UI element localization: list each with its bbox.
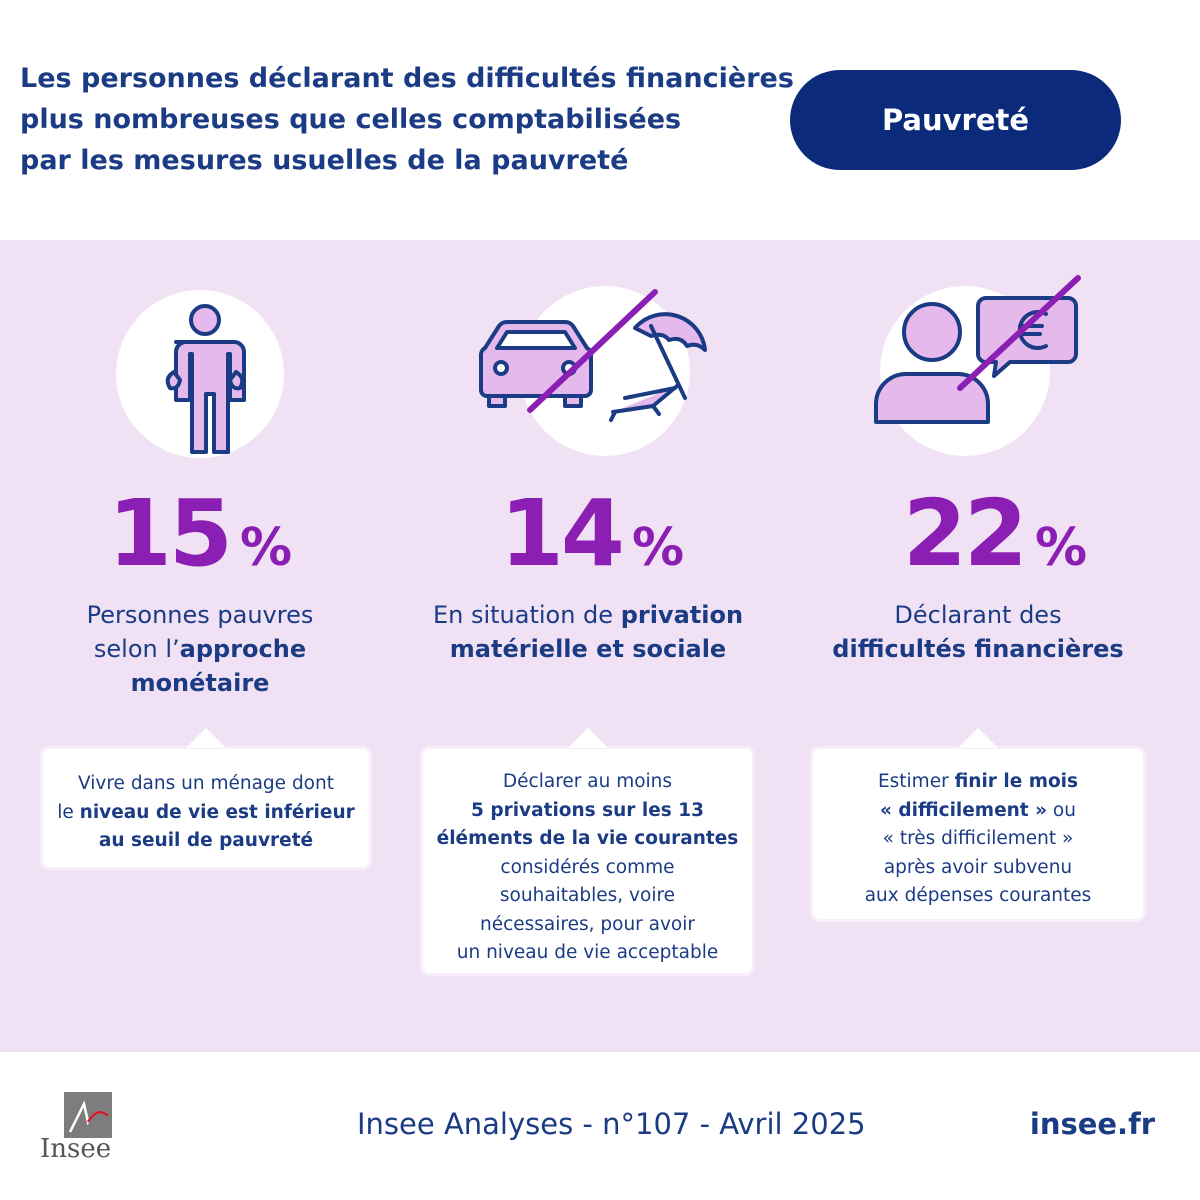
title-line-2: plus nombreuses que celles comptabilisée… — [20, 104, 682, 135]
definition-callout: Déclarer au moins 5 privations sur les 1… — [420, 728, 755, 976]
callout-line: « très difficilement » — [882, 828, 1074, 849]
callout-text: ou — [1047, 799, 1076, 821]
callout-line: considérés comme — [500, 856, 675, 878]
callout-line: Estimer finir le mois — [810, 768, 1146, 797]
stat-column-financial-difficulty: 22% Déclarant des difficultés financière… — [800, 240, 1200, 1052]
callout-line: aux dépenses courantes — [864, 885, 1092, 906]
label-line: selon l’approche — [0, 632, 400, 666]
label-line: difficultés financières — [778, 632, 1178, 666]
callout-text: le — [57, 801, 80, 823]
callout-line: après avoir subvenu — [883, 856, 1073, 878]
stat-number: 22 — [902, 480, 1028, 587]
label-bold: privation — [620, 601, 744, 629]
callout-bold: éléments de la vie courantes — [436, 828, 739, 849]
callout-line: « difficilement » ou — [810, 797, 1146, 826]
site-link[interactable]: insee.fr — [1029, 1107, 1155, 1141]
callout-line: au seuil de pauvreté — [40, 827, 372, 856]
label-line: Déclarant des — [894, 601, 1062, 629]
insee-logo[interactable]: Insee — [40, 1090, 120, 1180]
callout-line: souhaitables, voire — [499, 885, 676, 906]
callout-bold: au seuil de pauvreté — [98, 830, 314, 851]
stat-label: Personnes pauvres selon l’approche monét… — [0, 598, 400, 700]
stat-value: 14% — [392, 480, 792, 587]
footer: Insee Insee Analyses - n°107 - Avril 202… — [0, 1052, 1200, 1200]
label-line: matérielle et sociale — [388, 632, 788, 666]
callout-bold: « difficilement » — [880, 799, 1048, 821]
label-line: En situation de privation — [388, 598, 788, 632]
label-bold: approche — [179, 635, 307, 663]
callout-line: le niveau de vie est inférieur — [40, 799, 372, 828]
car-beach-umbrella-crossed-icon — [478, 289, 707, 422]
stat-value: 22% — [795, 480, 1195, 587]
stat-unit: % — [1034, 518, 1088, 578]
stat-value: 15% — [0, 480, 400, 587]
logo-swoosh-icon — [68, 1100, 109, 1133]
page-title: Les personnes déclarant des difficultés … — [20, 58, 800, 181]
callout-line: Déclarer au moins — [502, 771, 673, 792]
label-line: monétaire — [0, 666, 400, 700]
title-line-3: par les mesures usuelles de la pauvreté — [20, 145, 629, 176]
callout-line: Vivre dans un ménage dont — [78, 773, 334, 794]
title-line-1: Les personnes déclarant des difficultés … — [20, 63, 794, 94]
stat-unit: % — [239, 518, 293, 578]
callout-line: éléments de la vie courantes — [420, 825, 755, 854]
stat-column-monetary: 15% Personnes pauvres selon l’approche m… — [0, 240, 400, 1052]
label-bold: difficultés financières — [832, 635, 1124, 663]
label-text: selon l’ — [93, 635, 180, 663]
header: Les personnes déclarant des difficultés … — [0, 0, 1200, 240]
definition-callout: Estimer finir le mois « difficilement » … — [810, 728, 1146, 922]
stat-column-deprivation: 14% En situation de privation matérielle… — [400, 240, 800, 1052]
callout-bold: niveau de vie est inférieur — [79, 801, 355, 823]
logo-mark-icon — [64, 1092, 112, 1138]
stat-unit: % — [631, 518, 685, 578]
publication-reference: Insee Analyses - n°107 - Avril 2025 — [357, 1107, 866, 1141]
stat-label: En situation de privation matérielle et … — [388, 598, 788, 666]
stat-label: Déclarant des difficultés financières — [778, 598, 1178, 666]
theme-tag-pauvrete[interactable]: Pauvreté — [790, 70, 1121, 170]
person-euro-bubble-crossed-icon — [874, 275, 1081, 424]
logo-text: Insee — [40, 1134, 112, 1164]
stat-number: 14 — [499, 480, 625, 587]
callout-line: nécessaires, pour avoir — [479, 913, 696, 935]
definition-callout: Vivre dans un ménage dont le niveau de v… — [40, 728, 372, 870]
stat-number: 15 — [107, 480, 233, 587]
callout-text: Estimer — [877, 771, 955, 792]
callout-line: un niveau de vie acceptable — [456, 942, 719, 963]
label-bold: matérielle et sociale — [449, 635, 727, 663]
label-text: En situation de — [432, 601, 621, 629]
label-bold: monétaire — [130, 669, 270, 697]
statistics-panel: 15% Personnes pauvres selon l’approche m… — [0, 240, 1200, 1052]
callout-bold: finir le mois — [954, 771, 1079, 792]
label-line: Personnes pauvres — [86, 601, 314, 629]
callout-line: 5 privations sur les 13 — [420, 797, 755, 826]
callout-bold: 5 privations sur les 13 — [471, 799, 704, 821]
person-empty-pockets-icon — [165, 304, 246, 454]
